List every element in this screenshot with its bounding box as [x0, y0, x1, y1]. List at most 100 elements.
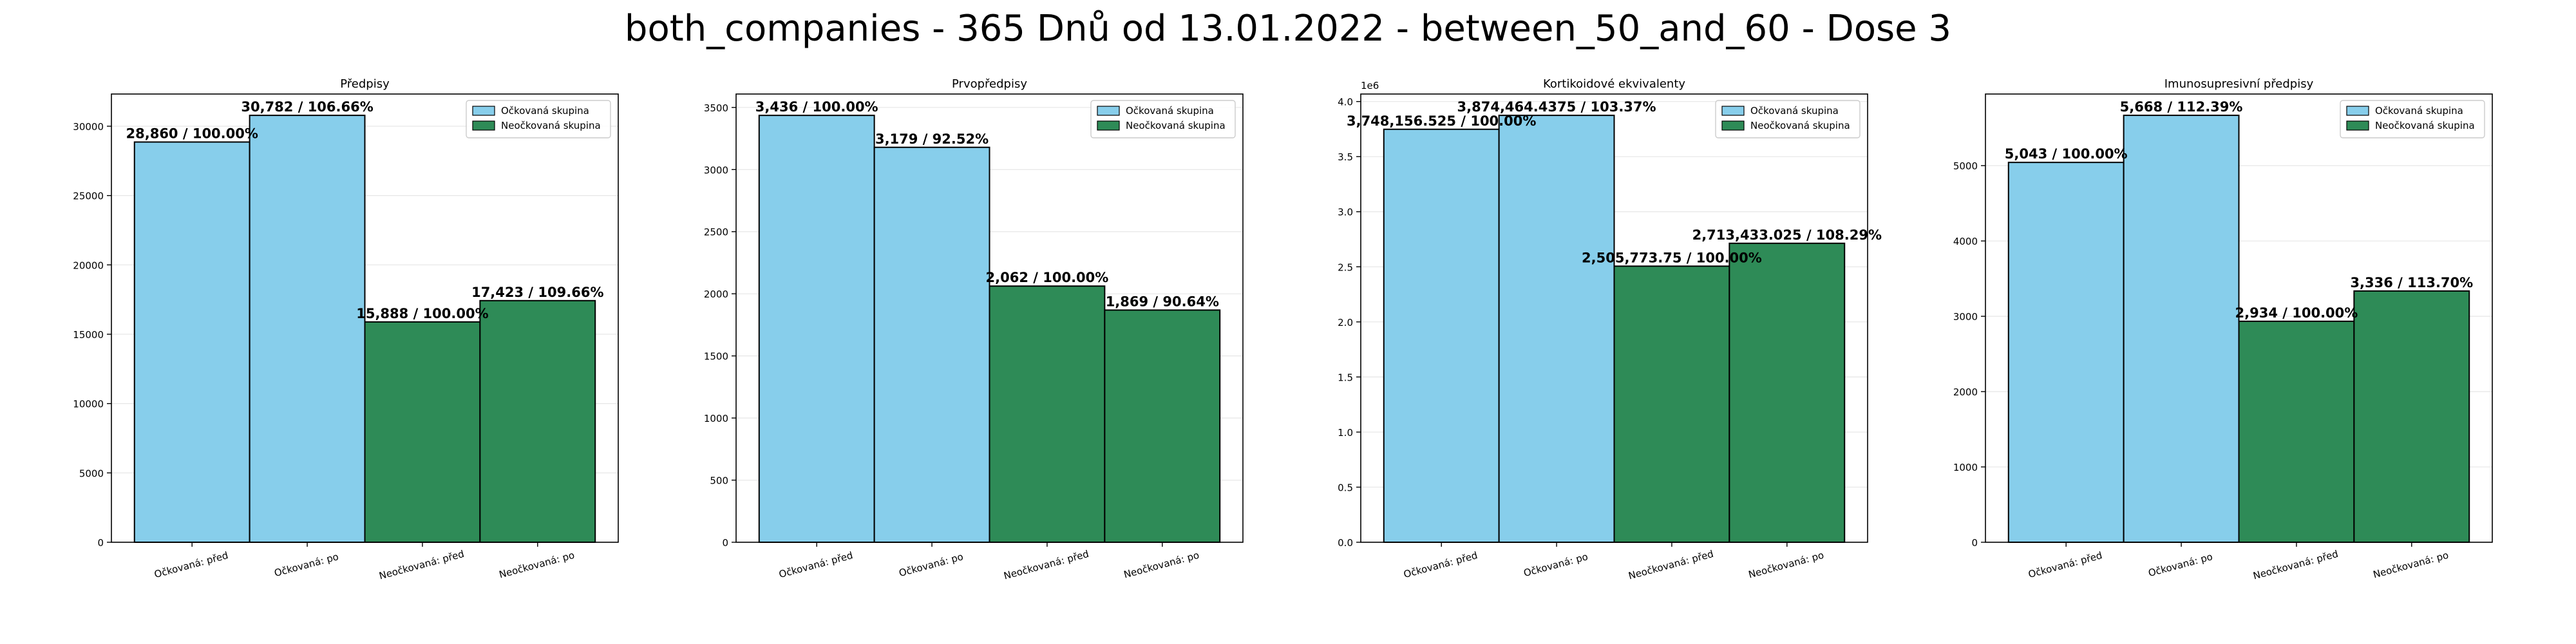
y-tick-label: 2.5 [1338, 261, 1353, 273]
x-tick-label: Očkovaná: po [898, 551, 965, 579]
y-tick-label: 2000 [1953, 386, 1978, 398]
data-label: 2,062 / 100.00% [986, 270, 1109, 285]
y-tick-label: 3500 [704, 102, 728, 114]
y-tick-label: 3.5 [1338, 151, 1353, 163]
y-tick-label: 3000 [1953, 311, 1978, 323]
chart-panel-imunosupresivni-predpisy: 5,043 / 100.00% 5,668 / 112.39% 2,934 / 10… [1953, 77, 2493, 582]
bar [758, 115, 875, 543]
y-tick-label: 5000 [79, 468, 104, 479]
bar [1383, 128, 1500, 543]
bar [133, 141, 251, 544]
legend-box [1715, 100, 1861, 138]
y-tick-label: 10000 [73, 399, 104, 410]
x-tick-label: Neočkovaná: po [2372, 549, 2450, 581]
y-tick-label: 1.0 [1338, 427, 1353, 439]
data-label: 15,888 / 100.00% [356, 306, 488, 321]
y-tick-label: 20000 [73, 260, 104, 271]
x-tick-label: Neočkovaná: po [1122, 549, 1200, 581]
bar [1613, 265, 1730, 543]
legend-swatch [1097, 120, 1120, 131]
legend-box [2340, 100, 2485, 138]
data-label: 30,782 / 106.66% [241, 99, 373, 115]
data-label: 2,505,773.75 / 100.00% [1582, 250, 1762, 265]
y-tick-label: 3.0 [1338, 207, 1353, 218]
legend-label: Očkovaná skupina [2375, 105, 2463, 117]
y-tick-label: 1.5 [1338, 372, 1353, 383]
legend-swatch [472, 106, 495, 116]
legend-swatch [1721, 106, 1745, 116]
axes-frame [735, 93, 1244, 543]
y-tick-label: 1000 [704, 413, 728, 424]
legend-swatch [2346, 120, 2369, 131]
data-label: 3,874,464.4375 / 103.37% [1457, 99, 1656, 115]
legend-box [1090, 100, 1236, 138]
y-tick-label: 0.5 [1338, 482, 1353, 493]
x-tick-label: Očkovaná: před [778, 549, 855, 580]
bar [2007, 162, 2125, 544]
legend-label: Neočkovaná skupina [2375, 120, 2475, 131]
x-tick-label: Neočkovaná: před [2252, 548, 2340, 582]
axes-frame [1985, 93, 2493, 543]
y-tick-label: 0 [97, 537, 104, 549]
data-label: 1,869 / 90.64% [1106, 294, 1219, 309]
chart-title: Předpisy [340, 77, 390, 91]
bar [249, 115, 366, 543]
y-tick-label: 0.0 [1338, 537, 1353, 549]
y-tick-label: 4.0 [1338, 97, 1353, 108]
legend: Očkovaná skupina Neočkovaná skupina [2340, 100, 2485, 138]
x-tick-label: Neočkovaná: před [1627, 548, 1715, 582]
axes-frame [1360, 93, 1868, 543]
chart-title: Imunosupresivní předpisy [2164, 77, 2314, 91]
data-label: 2,713,433.025 / 108.29% [1692, 227, 1882, 243]
y-offset-label: 1e6 [1361, 80, 1379, 91]
legend-box [466, 100, 611, 138]
legend-label: Očkovaná skupina [1126, 105, 1214, 117]
x-tick-label: Očkovaná: před [153, 549, 230, 580]
legend: Očkovaná skupina Neočkovaná skupina [1090, 100, 1236, 138]
y-tick-label: 3000 [704, 164, 728, 176]
bar [2123, 115, 2240, 543]
x-tick-label: Neočkovaná: před [378, 548, 466, 582]
y-tick-label: 30000 [73, 121, 104, 133]
bar [1498, 115, 1615, 544]
data-label: 2,934 / 100.00% [2235, 305, 2358, 321]
bar [1728, 242, 1846, 543]
legend-label: Očkovaná skupina [501, 105, 589, 117]
legend: Očkovaná skupina Neočkovaná skupina [1715, 100, 1861, 138]
y-tick-label: 2.0 [1338, 317, 1353, 328]
y-tick-label: 0 [722, 537, 728, 549]
x-tick-label: Očkovaná: před [2027, 549, 2104, 580]
figure-title: both_companies - 365 Dnů od 13.01.2022 -… [624, 8, 1952, 50]
y-tick-label: 1500 [704, 351, 728, 363]
bar [2238, 320, 2355, 543]
legend-swatch [1721, 120, 1745, 131]
x-tick-label: Neočkovaná: po [1747, 549, 1825, 581]
legend-label: Neočkovaná skupina [1126, 120, 1226, 131]
data-label: 17,423 / 109.66% [471, 285, 603, 300]
bar [989, 285, 1106, 543]
legend-label: Neočkovaná skupina [501, 120, 601, 131]
y-tick-label: 1000 [1953, 462, 1978, 473]
data-label: 5,668 / 112.39% [2120, 99, 2243, 115]
x-tick-label: Očkovaná: po [1522, 551, 1589, 579]
legend-swatch [2346, 106, 2369, 116]
legend-swatch [472, 120, 495, 131]
data-label: 3,436 / 100.00% [755, 99, 878, 115]
chart-panel-prvopredpisy: 3,436 / 100.00% 3,179 / 92.52% 2,062 / 100… [704, 77, 1244, 582]
bar [873, 146, 990, 543]
chart-title: Prvopředpisy [952, 77, 1027, 91]
y-tick-label: 4000 [1953, 236, 1978, 247]
chart-panel-predpisy: 28,860 / 100.00% 30,782 / 106.66% 15,888 /… [73, 77, 619, 582]
y-tick-label: 500 [710, 475, 728, 487]
data-label: 28,860 / 100.00% [126, 126, 258, 142]
x-tick-label: Neočkovaná: před [1003, 548, 1090, 582]
chart-title: Kortikoidové ekvivalenty [1543, 77, 1685, 91]
x-tick-label: Očkovaná: po [273, 551, 340, 579]
data-label: 3,179 / 92.52% [875, 131, 989, 147]
legend-swatch [1097, 106, 1120, 116]
x-tick-label: Neočkovaná: po [498, 549, 576, 581]
data-label: 3,336 / 113.70% [2350, 275, 2473, 290]
bar [2353, 290, 2470, 543]
